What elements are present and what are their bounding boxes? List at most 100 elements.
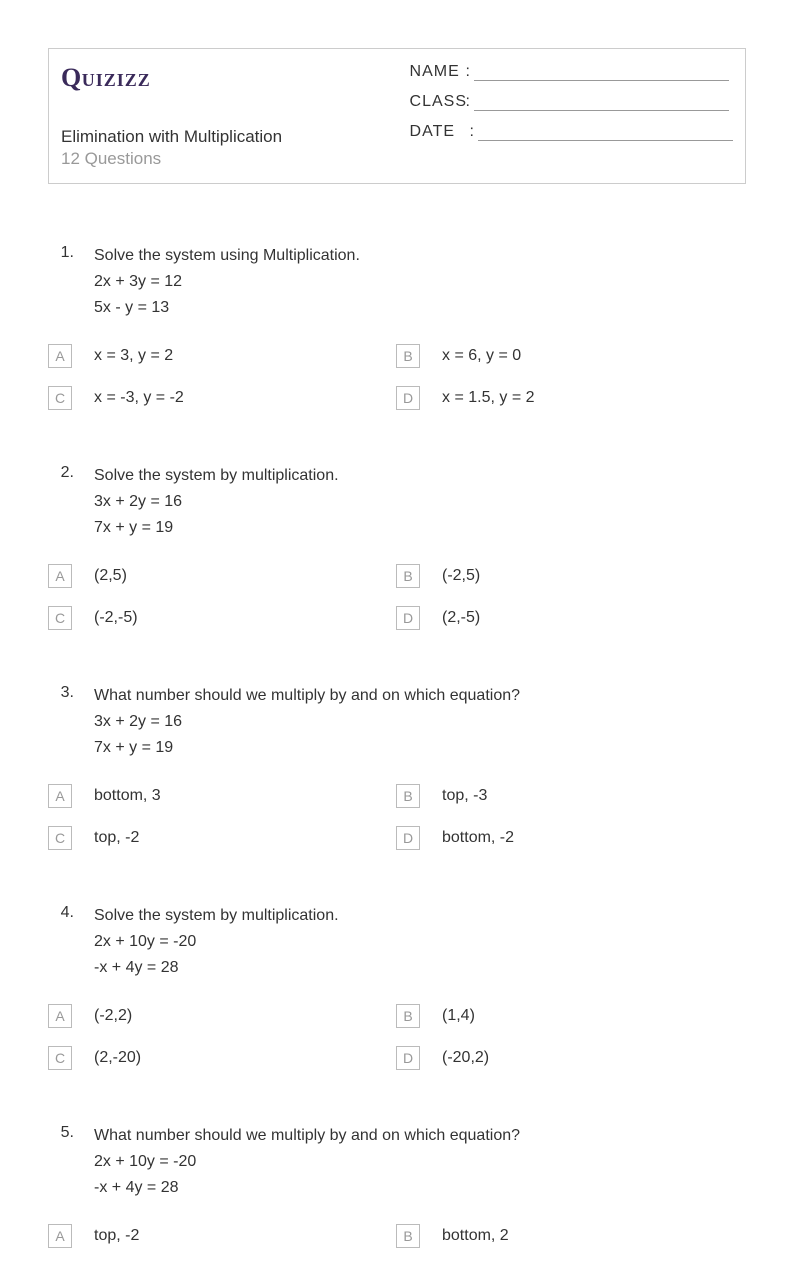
answer-letter-box: D [396,826,420,850]
answers-grid: A (-2,2) B(1,4)C(2,-20)D (-20,2) [48,1004,746,1088]
question-number [48,490,94,514]
answers-grid: A(2,5)B (-2,5) C (-2,-5) D(2,-5) [48,564,746,648]
info-label-class: CLASS [410,93,466,111]
info-label-name: NAME [410,63,466,81]
answer-text: (-2,-5) [94,609,138,627]
question-line: 2x + 10y = -20 [48,1150,746,1174]
answers-grid: Abottom, 3Btop, -3Ctop, -2Dbottom, -2 [48,784,746,868]
answer-option[interactable]: Cx = -3, y = -2 [48,386,396,410]
answer-text: (2,5) [94,567,127,585]
info-label-date: DATE [410,123,466,141]
question-line: -x + 4y = 28 [48,956,746,980]
question-text: What number should we multiply by and on… [94,684,520,708]
answers-grid: Atop, -2Bbottom, 2 [48,1224,746,1266]
answer-text: top, -3 [442,787,487,805]
answer-option[interactable]: Dx = 1.5, y = 2 [396,386,744,410]
answer-letter-box: A [48,1004,72,1028]
question-line: 3x + 2y = 16 [48,490,746,514]
question-number [48,1176,94,1200]
answer-letter-box: C [48,606,72,630]
answer-text: (-2,5) [442,567,480,585]
question-number: 4. [48,904,94,928]
question-number [48,956,94,980]
answer-text: x = -3, y = -2 [94,389,184,407]
brand-logo: QUIZIZZ [61,63,282,93]
header-left: QUIZIZZ Elimination with Multiplication … [61,63,282,169]
question-line: 2.Solve the system by multiplication. [48,464,746,488]
header-right: NAME: CLASS: DATE: [410,63,733,169]
answer-option[interactable]: Bbottom, 2 [396,1224,744,1248]
answer-option[interactable]: Ctop, -2 [48,826,396,850]
answer-text: top, -2 [94,1227,139,1245]
question-text: Solve the system by multiplication. [94,904,339,928]
answer-text: x = 1.5, y = 2 [442,389,535,407]
question-line: 3.What number should we multiply by and … [48,684,746,708]
question-block: 2.Solve the system by multiplication.3x … [48,464,746,648]
brand-text: UIZIZZ [82,70,151,90]
question-text: Solve the system by multiplication. [94,464,339,488]
question-line: 5.What number should we multiply by and … [48,1124,746,1148]
question-number [48,930,94,954]
answer-text: x = 6, y = 0 [442,347,521,365]
answer-option[interactable]: Abottom, 3 [48,784,396,808]
question-number [48,710,94,734]
question-number: 1. [48,244,94,268]
answer-letter-box: A [48,1224,72,1248]
question-block: 1.Solve the system using Multiplication.… [48,244,746,428]
answer-letter-box: D [396,386,420,410]
question-text: 2x + 10y = -20 [94,1150,196,1174]
answer-option[interactable]: A(2,5) [48,564,396,588]
question-text: 2x + 10y = -20 [94,930,196,954]
worksheet-header: QUIZIZZ Elimination with Multiplication … [48,48,746,184]
question-line: 1.Solve the system using Multiplication. [48,244,746,268]
class-input-line[interactable] [474,93,729,111]
question-number [48,296,94,320]
answer-letter-box: B [396,344,420,368]
answer-option[interactable]: A (-2,2) [48,1004,396,1028]
question-number [48,736,94,760]
answer-option[interactable]: D(2,-5) [396,606,744,630]
answer-letter-box: A [48,344,72,368]
question-text: 3x + 2y = 16 [94,490,182,514]
answer-text: bottom, 3 [94,787,161,805]
answer-option[interactable]: C(2,-20) [48,1046,396,1070]
question-line: 3x + 2y = 16 [48,710,746,734]
answer-text: (2,-5) [442,609,480,627]
question-block: 3.What number should we multiply by and … [48,684,746,868]
question-number: 5. [48,1124,94,1148]
question-number [48,1150,94,1174]
name-input-line[interactable] [474,63,729,81]
question-number: 3. [48,684,94,708]
question-text: Solve the system using Multiplication. [94,244,360,268]
question-block: 5.What number should we multiply by and … [48,1124,746,1266]
answer-option[interactable]: D (-20,2) [396,1046,744,1070]
answer-option[interactable]: Ax = 3, y = 2 [48,344,396,368]
answer-text: (-2,2) [94,1007,132,1025]
question-text: 2x + 3y = 12 [94,270,182,294]
answer-option[interactable]: Dbottom, -2 [396,826,744,850]
answer-text: (-20,2) [442,1049,489,1067]
answer-letter-box: D [396,1046,420,1070]
question-count: 12 Questions [61,149,282,169]
info-name: NAME: [410,63,733,81]
answer-letter-box: C [48,826,72,850]
date-input-line[interactable] [478,123,733,141]
answer-option[interactable]: B(1,4) [396,1004,744,1028]
answer-option[interactable]: C (-2,-5) [48,606,396,630]
question-text: What number should we multiply by and on… [94,1124,520,1148]
question-text: 7x + y = 19 [94,516,173,540]
answer-text: bottom, -2 [442,829,514,847]
answer-option[interactable]: Btop, -3 [396,784,744,808]
info-class: CLASS: [410,93,733,111]
questions-container: 1.Solve the system using Multiplication.… [48,244,746,1266]
question-number [48,270,94,294]
answer-option[interactable]: Atop, -2 [48,1224,396,1248]
answer-text: bottom, 2 [442,1227,509,1245]
answer-letter-box: A [48,784,72,808]
answer-option[interactable]: B (-2,5) [396,564,744,588]
answer-option[interactable]: Bx = 6, y = 0 [396,344,744,368]
answer-letter-box: C [48,386,72,410]
answer-letter-box: C [48,1046,72,1070]
question-text: -x + 4y = 28 [94,1176,179,1200]
answer-letter-box: B [396,564,420,588]
